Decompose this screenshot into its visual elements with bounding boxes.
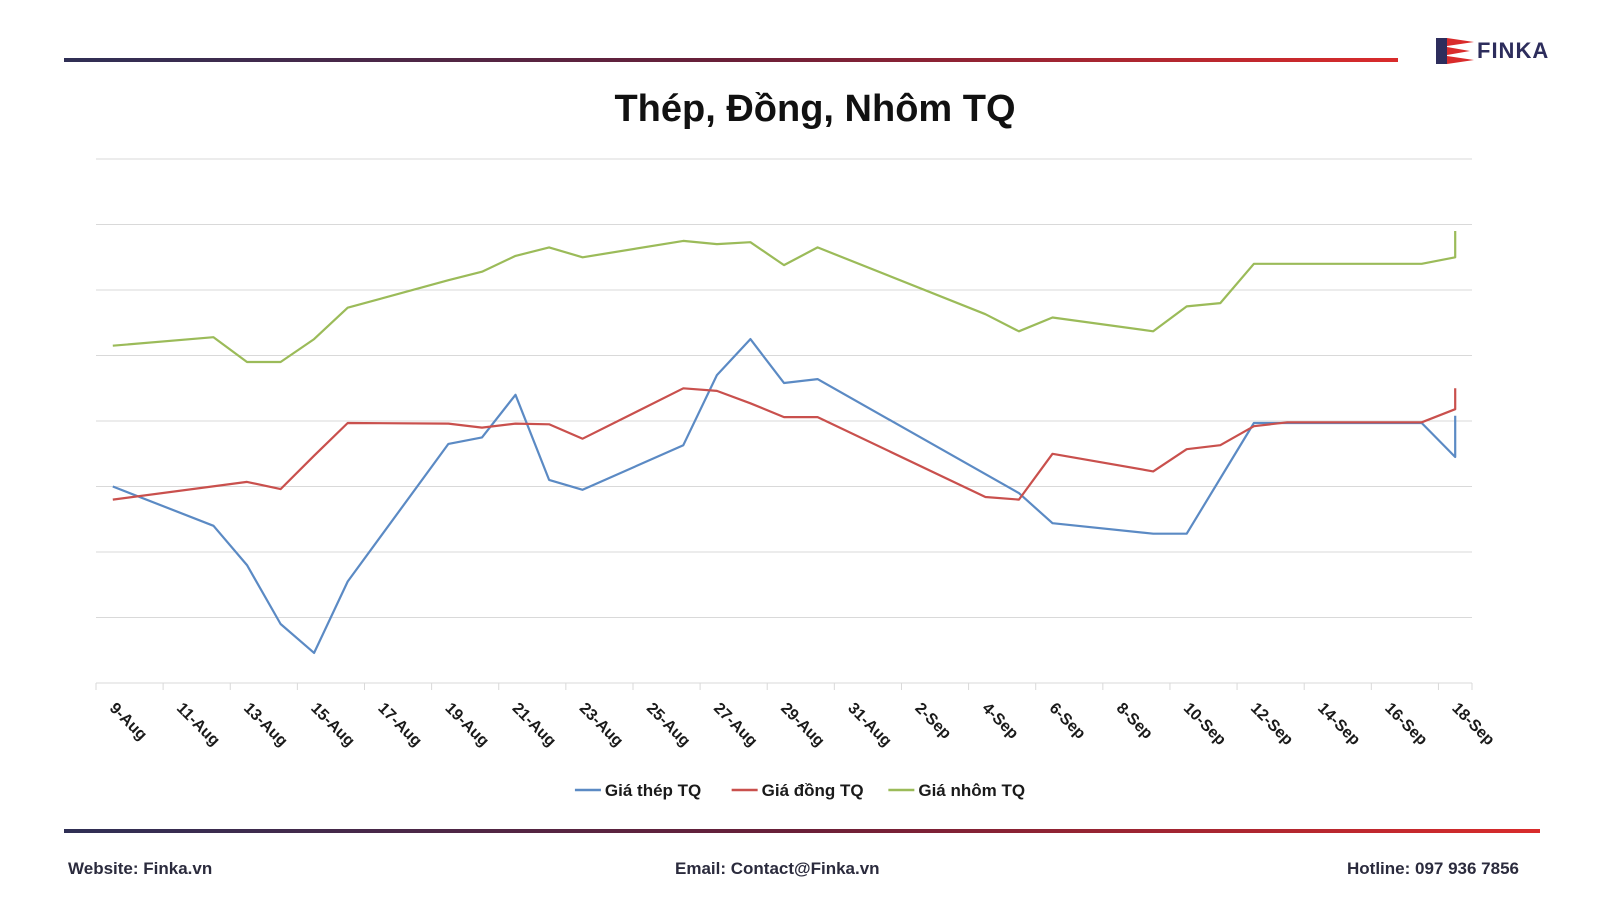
x-tick-label: 27-Aug [710, 700, 760, 750]
legend: Giá thép TQ Giá đồng TQ Giá nhôm TQ [574, 781, 1025, 800]
x-tick-label: 23-Aug [576, 700, 626, 750]
x-tick-label: 25-Aug [643, 700, 693, 750]
footer-divider [64, 829, 1540, 833]
finka-logo-mark-icon [1436, 38, 1474, 64]
x-tick-label: 9-Aug [106, 700, 150, 744]
series-lines [112, 231, 1457, 655]
gridlines [96, 158, 1472, 618]
x-tick-label: 21-Aug [509, 700, 559, 750]
footer-website: Website: Finka.vn [68, 859, 213, 878]
x-tick-label: 16-Sep [1381, 700, 1430, 749]
legend-label: Giá thép TQ [605, 781, 701, 800]
x-tick-label: 18-Sep [1448, 700, 1497, 749]
x-tick-label: 31-Aug [844, 700, 894, 750]
header-divider [64, 58, 1398, 62]
finka-logo-text: FINKA [1477, 38, 1550, 63]
series-line [112, 338, 1457, 655]
x-tick-label: 8-Sep [1113, 700, 1156, 743]
x-tick-label: 13-Aug [240, 700, 290, 750]
x-tick-label: 11-Aug [173, 700, 223, 750]
x-tick-label: 10-Sep [1180, 700, 1229, 749]
finka-logo: FINKA [1436, 36, 1549, 66]
chart-title: Thép, Đồng, Nhôm TQ [614, 88, 1016, 130]
x-tick-label: 12-Sep [1247, 700, 1296, 749]
x-tick-label: 15-Aug [307, 700, 357, 750]
x-tick-labels: 9-Aug 11-Aug 13-Aug 15-Aug 17-Aug 19-Aug 21-Au… [106, 700, 1498, 750]
series-line [112, 231, 1457, 364]
series-line [112, 387, 1457, 501]
x-tick-label: 29-Aug [777, 700, 827, 750]
x-tick-label: 19-Aug [442, 700, 492, 750]
footer-hotline: Hotline: 097 936 7856 [1347, 859, 1519, 878]
x-tick-label: 2-Sep [911, 700, 954, 743]
legend-label: Giá nhôm TQ [918, 781, 1025, 800]
footer-email: Email: Contact@Finka.vn [675, 859, 880, 878]
x-tick-label: 4-Sep [979, 700, 1022, 743]
x-tick-label: 17-Aug [374, 700, 424, 750]
x-tick-label: 14-Sep [1314, 700, 1363, 749]
legend-label: Giá đồng TQ [762, 781, 864, 800]
x-tick-label: 6-Sep [1046, 700, 1089, 743]
x-axis [95, 682, 1473, 690]
